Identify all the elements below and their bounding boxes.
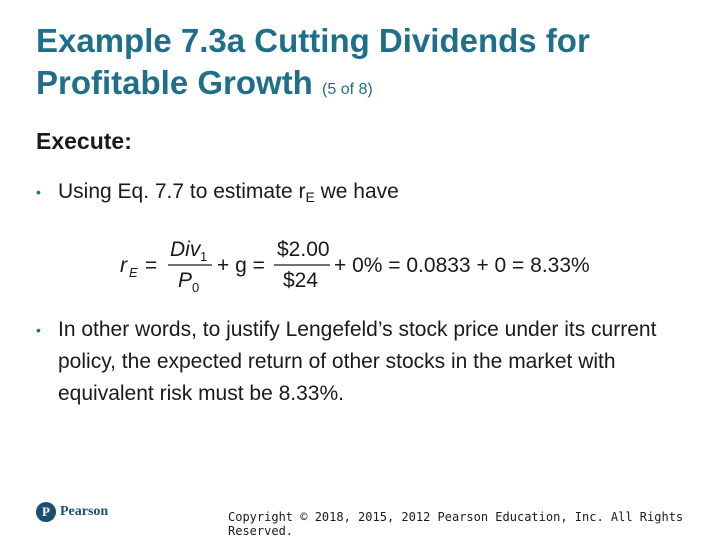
bullet-dot-icon: • — [36, 322, 41, 338]
bullet-dot-icon: • — [36, 184, 41, 200]
eq-frac2-num: $2.00 — [277, 238, 330, 261]
bullet-suffix: we have — [314, 180, 399, 203]
pearson-logo: P Pearson — [36, 502, 108, 522]
slide-title: Example 7.3a Cutting Dividends for Profi… — [36, 20, 696, 111]
bullet-item: • In other words, to justify Lengefeld’s… — [36, 314, 696, 410]
eq-frac1-num: Div — [170, 238, 202, 261]
section-heading: Execute: — [36, 128, 132, 154]
bullet-prefix: Using Eq. 7.7 to estimate r — [58, 180, 306, 203]
equation-graphic: r E = Div 1 P 0 + g = $2.00 $24 + 0% = 0… — [120, 238, 590, 295]
bullet-text: In other words, to justify Lengefeld’s s… — [58, 318, 657, 405]
slide-title-text: Example 7.3a Cutting Dividends for Profi… — [36, 22, 590, 101]
copyright-notice: Copyright © 2018, 2015, 2012 Pearson Edu… — [228, 510, 684, 538]
equation: r E = Div 1 P 0 + g = $2.00 $24 + 0% = 0… — [120, 232, 620, 296]
eq-frac1-num-sub: 1 — [200, 249, 207, 264]
eq-frac1-den: P — [178, 269, 192, 292]
slide-counter: (5 of 8) — [322, 81, 373, 98]
eq-frac2-den: $24 — [283, 269, 318, 292]
eq-equals-1: = — [145, 254, 157, 277]
pearson-logo-icon: P — [36, 502, 56, 522]
eq-lhs-sub: E — [129, 265, 138, 280]
eq-lhs: r — [120, 254, 128, 277]
eq-tail: + 0% = 0.0833 + 0 = 8.33% — [334, 254, 590, 277]
bullet-item: • Using Eq. 7.7 to estimate rE we have — [36, 176, 696, 213]
pearson-logo-text: Pearson — [60, 504, 109, 519]
eq-frac1-den-sub: 0 — [192, 280, 199, 295]
bullet-subscript: E — [305, 189, 315, 205]
bullet-text: Using Eq. 7.7 to estimate rE we have — [36, 176, 696, 213]
eq-plus-g: + g = — [217, 254, 265, 277]
